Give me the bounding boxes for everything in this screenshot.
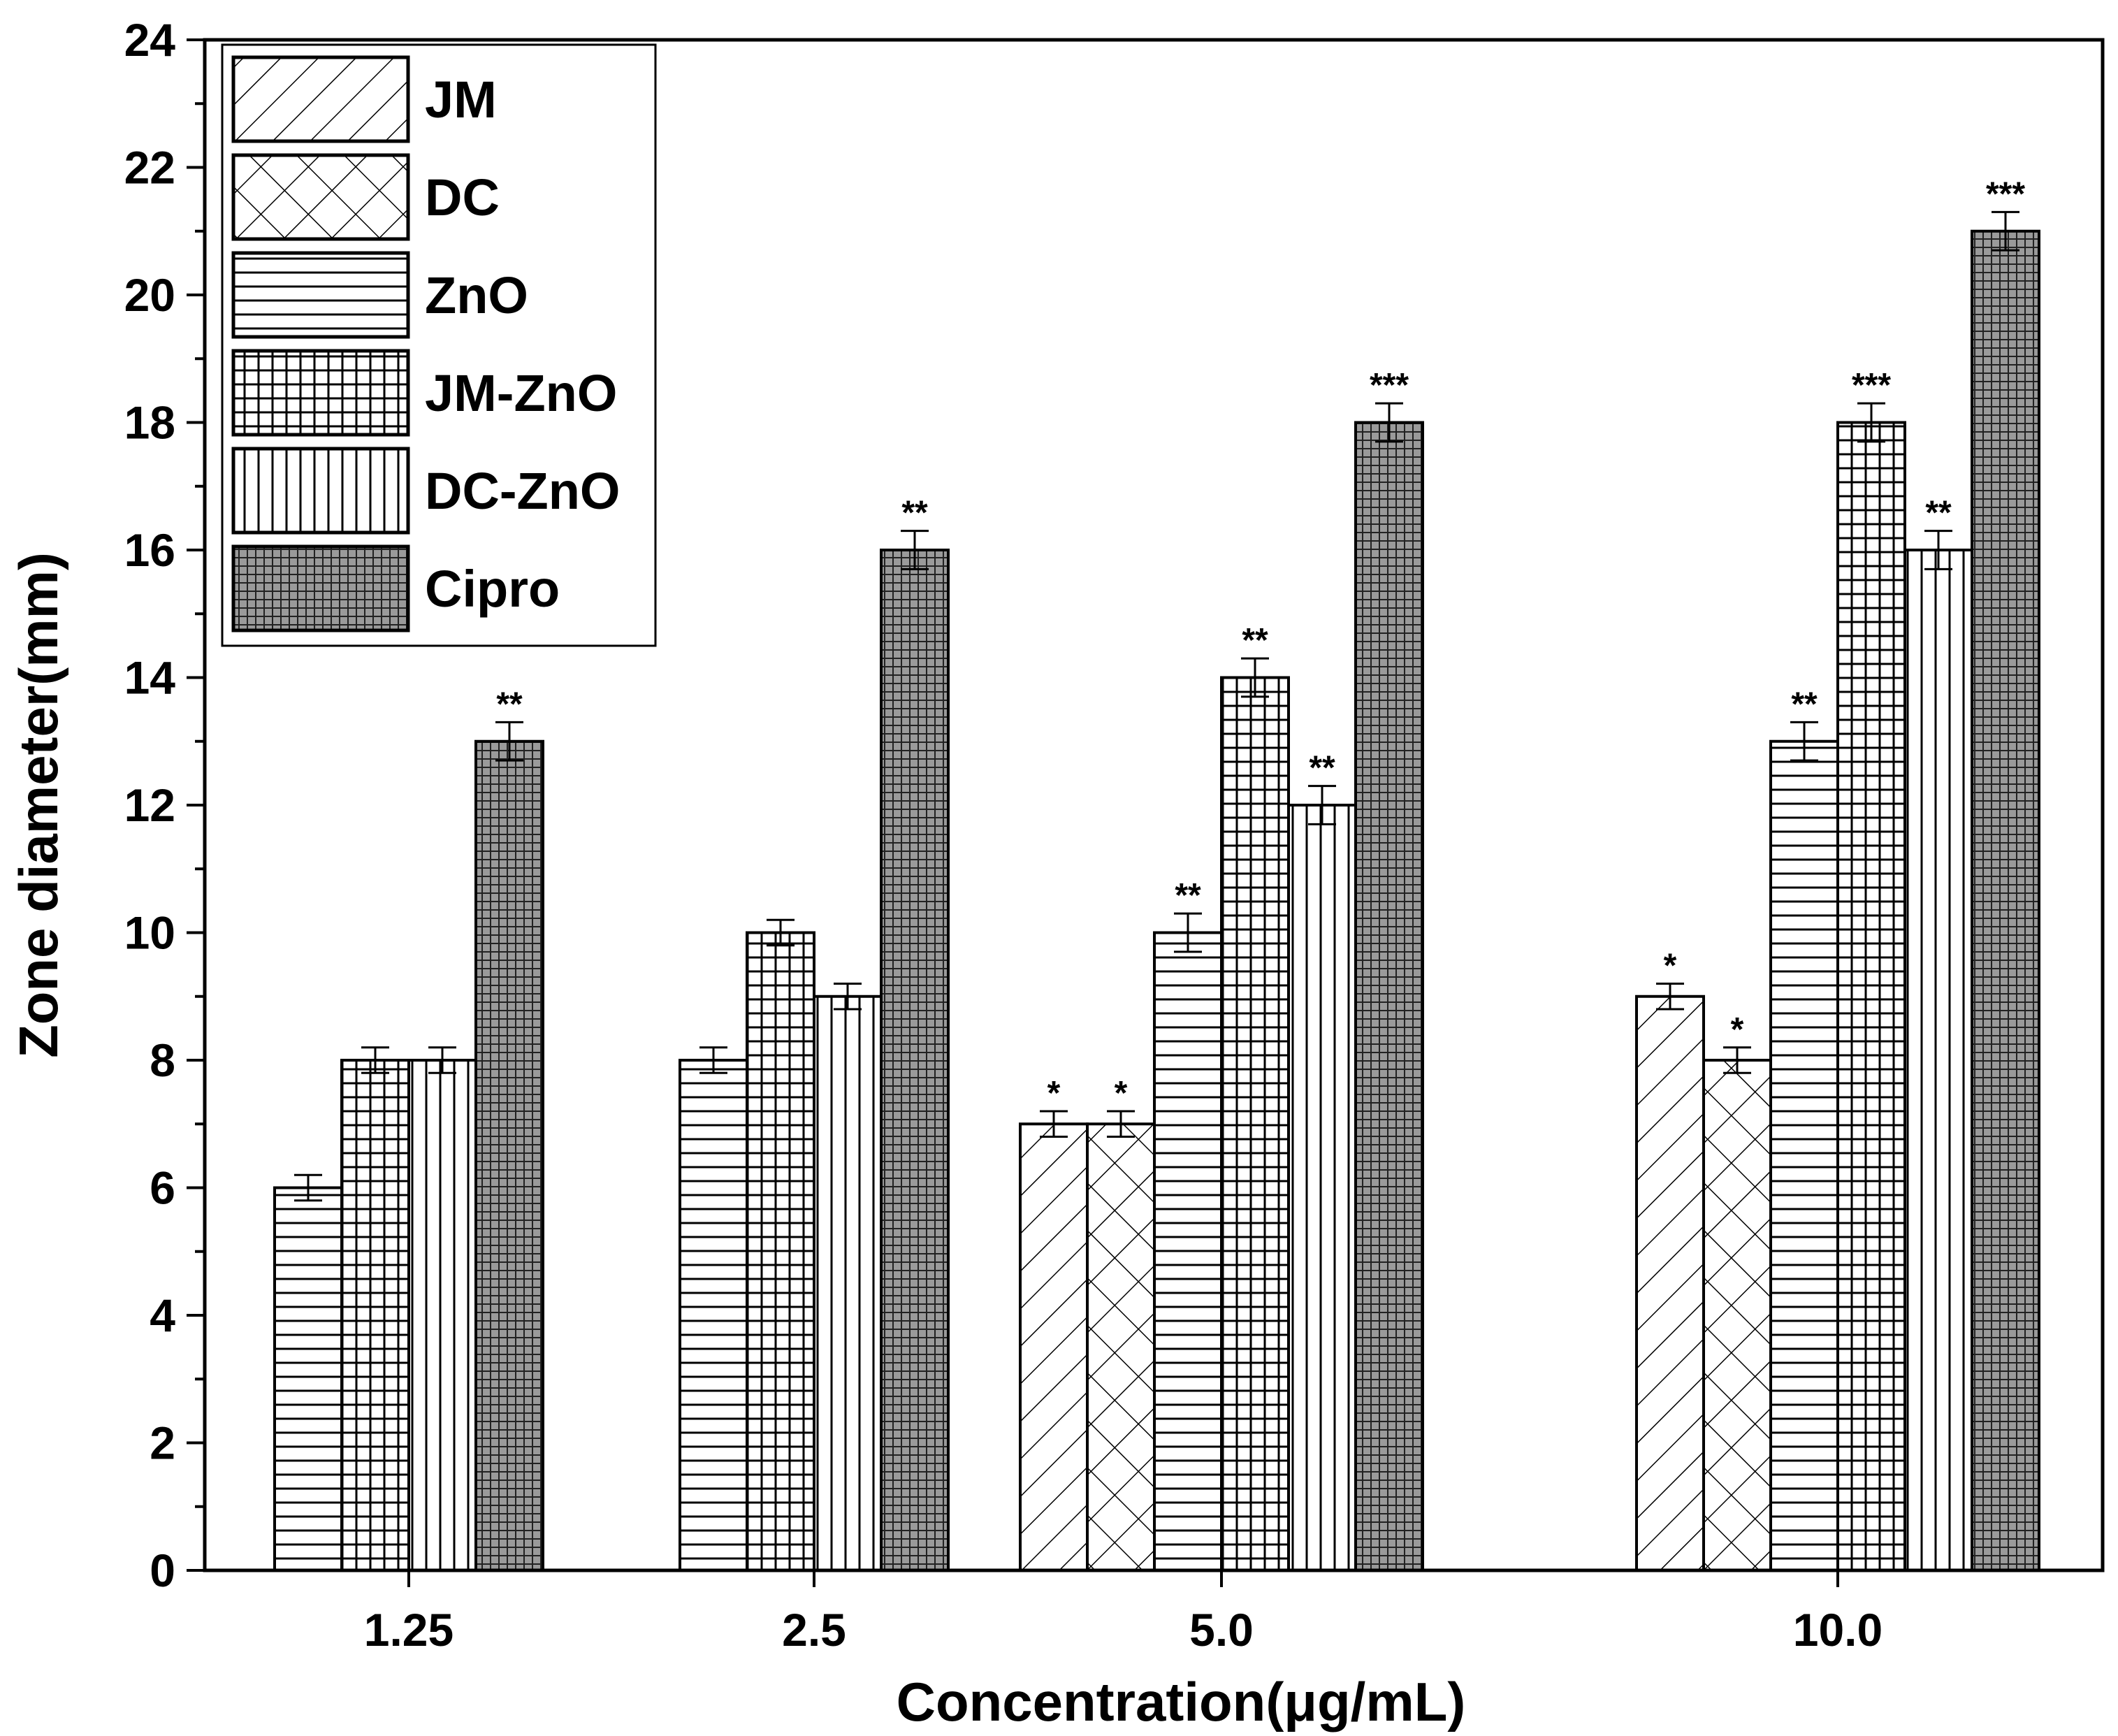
bar-dc-5.0	[1086, 1122, 1156, 1572]
y-tick-label: 12	[124, 779, 175, 831]
significance-annotation: *	[1115, 1075, 1128, 1112]
significance-annotation: *	[1047, 1075, 1061, 1112]
legend-label-dc-zno: DC-ZnO	[425, 462, 621, 520]
significance-annotation: **	[496, 686, 523, 723]
bar-dc-zno-10.0	[1903, 549, 1973, 1572]
legend-swatch-jm-zno	[231, 349, 410, 437]
significance-annotation: **	[1309, 750, 1335, 787]
y-tick-label: 8	[150, 1034, 175, 1086]
x-axis-ticks: 1.25 2.5 5.0 10.0	[364, 1570, 1883, 1656]
significance-annotation: **	[1925, 495, 1952, 532]
significance-annotation: ***	[1852, 367, 1891, 404]
y-tick-label: 2	[150, 1417, 175, 1469]
significance-annotation: ***	[1370, 367, 1409, 404]
bar-series-group: ***** **********************	[273, 175, 2040, 1572]
bar-cipro-10.0	[1971, 229, 2040, 1572]
bar-zno-2.5	[679, 1059, 748, 1572]
x-tick-label: 10.0	[1793, 1604, 1883, 1656]
x-tick-label: 2.5	[782, 1604, 846, 1656]
significance-annotation: ***	[1986, 175, 2025, 212]
legend-label-cipro: Cipro	[425, 560, 560, 618]
x-tick-label: 1.25	[364, 1604, 454, 1656]
plot-area-frame	[203, 38, 2105, 1572]
y-tick-label: 22	[124, 142, 175, 194]
bar-jm-10.0	[1635, 994, 1705, 1572]
y-tick-label: 10	[124, 907, 175, 959]
significance-annotation: *	[1731, 1011, 1744, 1048]
bar-cipro-1.25	[474, 739, 544, 1572]
bar-cipro-5.0	[1354, 421, 1424, 1572]
legend-swatch-cipro	[231, 544, 410, 632]
bar-jm-5.0	[1019, 1122, 1089, 1572]
bar-dc-zno-5.0	[1287, 804, 1357, 1572]
y-tick-label: 0	[150, 1545, 175, 1596]
bar-zno-5.0	[1153, 931, 1223, 1572]
bar-jm-zno-1.25	[340, 1059, 410, 1572]
significance-annotation: **	[1791, 686, 1818, 723]
y-tick-label: 4	[150, 1289, 175, 1341]
y-tick-label: 18	[124, 397, 175, 449]
y-tick-label: 16	[124, 524, 175, 576]
bar-zno-1.25	[273, 1186, 343, 1572]
significance-annotation: *	[1664, 948, 1677, 985]
bar-jm-zno-10.0	[1836, 421, 1906, 1572]
significance-annotation: **	[1175, 877, 1201, 914]
x-tick-label: 5.0	[1189, 1604, 1254, 1656]
legend-swatch-dc-zno	[231, 447, 410, 535]
significance-annotation: **	[901, 495, 928, 532]
legend-label-zno: ZnO	[425, 266, 528, 324]
y-tick-label: 6	[150, 1162, 175, 1214]
legend-swatch-dc	[231, 153, 410, 241]
y-axis-title: Zone diameter(mm)	[8, 552, 69, 1058]
y-tick-label: 14	[124, 652, 176, 704]
y-tick-label: 24	[124, 14, 176, 66]
legend-label-jm: JM	[425, 71, 497, 129]
significance-annotation: **	[1242, 622, 1268, 659]
bar-cipro-2.5	[880, 549, 950, 1572]
bar-dc-zno-1.25	[407, 1059, 477, 1572]
legend: JM DC ZnO JM-ZnO DC-ZnO Cipro	[221, 43, 657, 647]
legend-label-jm-zno: JM-ZnO	[425, 364, 617, 422]
bar-dc-zno-2.5	[813, 994, 883, 1572]
x-axis-title: Concentration(μg/mL)	[897, 1671, 1466, 1733]
legend-swatch-zno	[231, 251, 410, 339]
legend-label-dc: DC	[425, 168, 500, 226]
bar-jm-zno-2.5	[746, 931, 815, 1572]
bar-dc-10.0	[1702, 1059, 1772, 1572]
legend-swatch-jm	[231, 55, 410, 143]
bar-jm-zno-5.0	[1220, 676, 1290, 1572]
y-tick-label: 20	[124, 269, 175, 321]
bar-zno-10.0	[1769, 739, 1839, 1572]
